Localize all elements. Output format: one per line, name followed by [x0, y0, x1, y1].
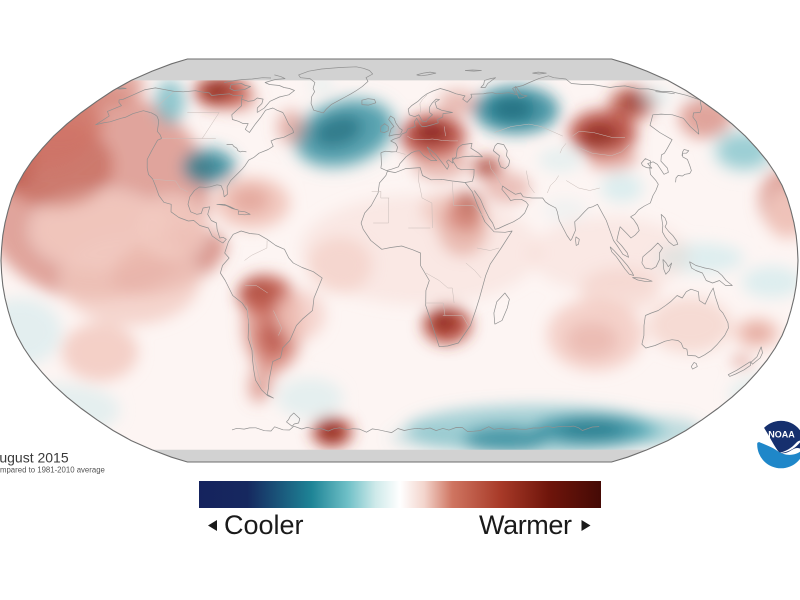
svg-text:Cooler: Cooler [224, 510, 304, 540]
svg-text:August 2015: August 2015 [0, 450, 69, 466]
svg-text:NOAA: NOAA [768, 430, 795, 440]
svg-text:Compared to 1981-2010 average: Compared to 1981-2010 average [0, 466, 105, 475]
svg-text:Warmer: Warmer [479, 510, 572, 540]
